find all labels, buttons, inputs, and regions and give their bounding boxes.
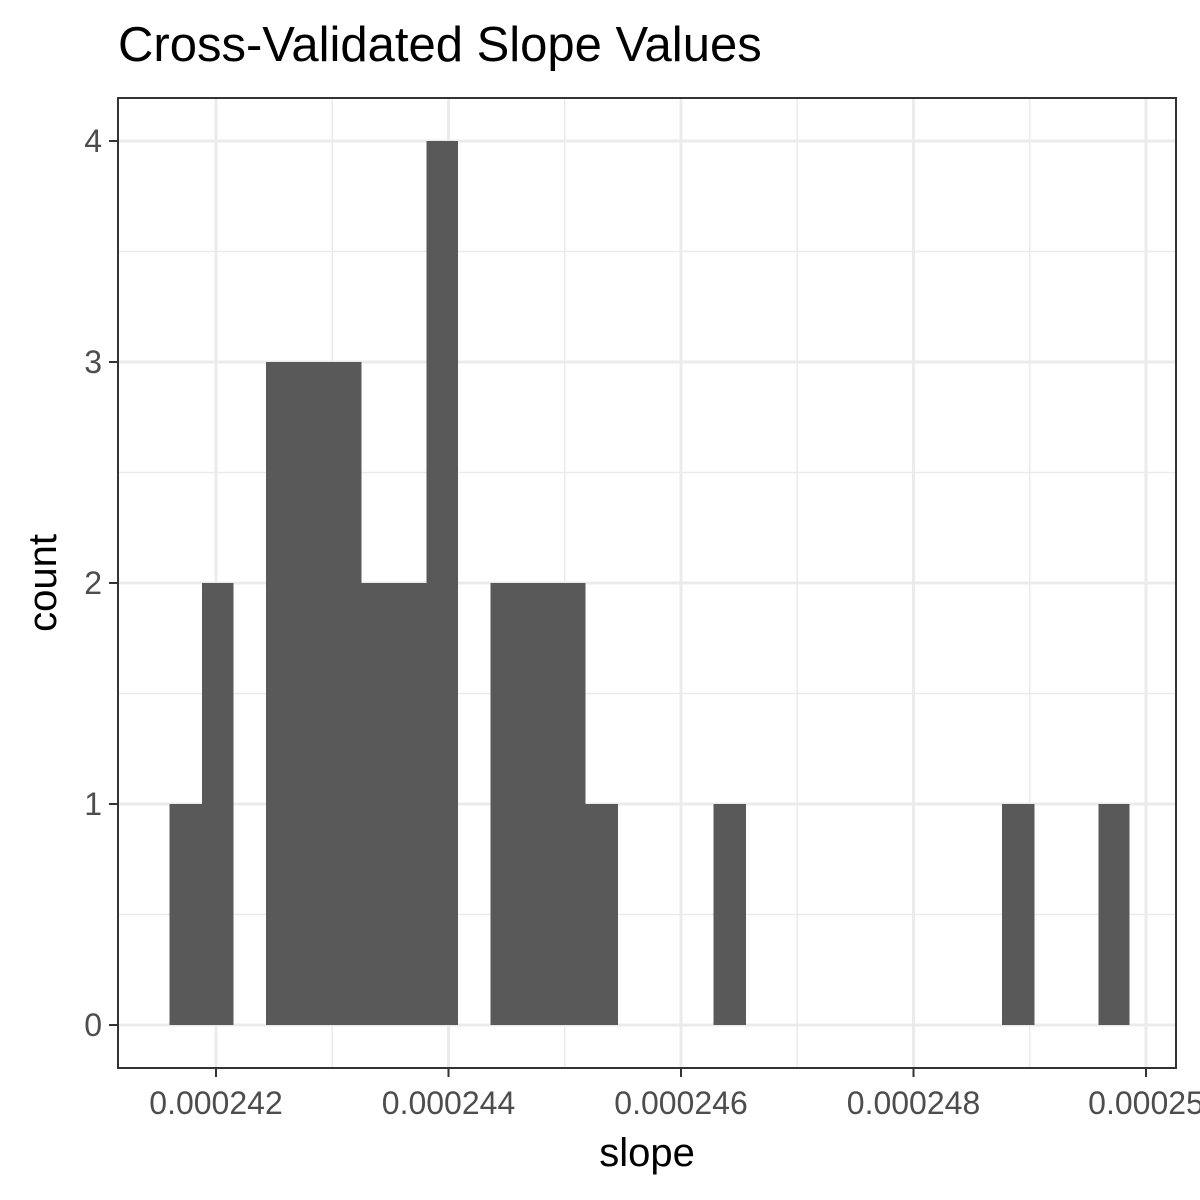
x-tick-label: 0.000246 <box>614 1085 747 1121</box>
histogram-bars <box>169 141 1130 1025</box>
histogram-bar <box>361 583 394 1025</box>
x-tick-label: 0.000248 <box>847 1085 980 1121</box>
histogram-bar <box>1098 804 1130 1025</box>
y-tick-label: 1 <box>84 786 102 822</box>
histogram-bar <box>713 804 747 1025</box>
histogram-bar <box>585 804 619 1025</box>
histogram-bar <box>169 804 203 1025</box>
chart-title: Cross-Validated Slope Values <box>118 18 762 72</box>
histogram-bar <box>426 141 458 1025</box>
x-tick-label: 0.00025 <box>1088 1085 1200 1121</box>
histogram-bar <box>202 583 234 1025</box>
y-tick-label: 0 <box>84 1007 102 1043</box>
y-axis-ticks: 0 1 2 3 4 <box>84 123 118 1043</box>
y-tick-label: 4 <box>84 123 102 159</box>
y-axis-title: count <box>21 534 65 632</box>
histogram-bar <box>329 362 362 1025</box>
histogram-bar <box>521 583 555 1025</box>
x-tick-label: 0.000244 <box>382 1085 515 1121</box>
x-tick-label: 0.000242 <box>149 1085 282 1121</box>
histogram-bar <box>265 362 298 1025</box>
histogram-bar <box>393 583 427 1025</box>
y-tick-label: 2 <box>84 565 102 601</box>
x-axis-title: slope <box>599 1131 695 1175</box>
histogram-bar <box>1001 804 1035 1025</box>
x-axis-ticks: 0.000242 0.000244 0.000246 0.000248 0.00025 <box>149 1068 1200 1121</box>
histogram-bar <box>490 583 522 1025</box>
y-tick-label: 3 <box>84 344 102 380</box>
histogram-bar <box>297 362 330 1025</box>
histogram-bar <box>554 583 586 1025</box>
